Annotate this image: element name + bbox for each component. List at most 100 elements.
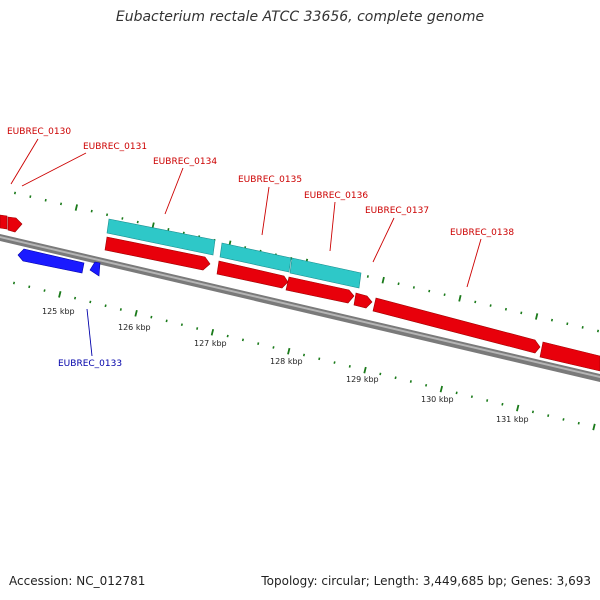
rna-feature[interactable] [219,242,292,273]
minor-tick [119,308,122,311]
minor-tick [394,376,397,380]
minor-tick [409,380,412,383]
minor-tick [520,311,523,315]
minor-tick [44,198,47,202]
minor-tick [531,410,535,414]
minor-tick [577,421,580,425]
gene-label-0131[interactable]: EUBREC_0131 [83,142,147,152]
minor-tick [581,326,584,329]
rna-feature[interactable] [106,218,216,256]
major-tick [287,347,291,355]
minor-tick [302,353,306,357]
minor-tick [486,399,489,402]
ruler-label: 129 kbp [346,375,379,384]
major-tick [58,291,62,298]
cds-feature-0137[interactable] [353,292,373,309]
cds-feature-0130[interactable] [0,214,8,230]
lower-tick-track [12,281,596,431]
minor-tick [366,275,369,278]
gene-label-0135[interactable]: EUBREC_0135 [238,175,302,185]
minor-tick [489,304,492,307]
minor-tick [562,418,565,421]
minor-tick [73,296,77,300]
minor-tick [566,322,569,326]
cds-feature-0139[interactable] [539,341,600,372]
minor-tick [474,300,477,304]
ruler-label: 128 kbp [270,357,303,366]
major-tick [458,294,462,302]
major-tick [381,276,385,284]
minor-tick [470,395,473,399]
major-tick [74,204,78,211]
ruler-label: 127 kbp [194,339,227,348]
ruler-label: 126 kbp [118,323,151,332]
cds-feature-0135[interactable] [216,260,289,289]
cds-feature-0131[interactable] [7,216,23,233]
reverse-cds-track [17,248,101,277]
minor-tick [136,220,139,224]
major-tick [363,366,367,374]
forward-cds-track [0,214,600,372]
minor-tick [333,361,336,364]
cds-feature-0136[interactable] [285,276,355,304]
minor-tick [504,307,508,311]
minor-tick [379,372,382,376]
minor-tick [596,329,600,333]
minor-tick [397,282,400,286]
minor-tick [257,342,260,345]
minor-tick [89,300,92,304]
gene-label-0133[interactable]: EUBREC_0133 [58,359,122,369]
minor-tick [272,346,275,349]
minor-tick [226,334,229,338]
gene-label-0130[interactable]: EUBREC_0130 [7,127,71,137]
minor-tick [150,315,153,319]
accession-text: Accession: NC_012781 [9,574,146,588]
minor-tick [196,327,199,330]
minor-tick [318,357,321,361]
cds-feature-0138[interactable] [372,297,541,354]
ruler-label: 130 kbp [421,395,454,404]
minor-tick [547,414,550,417]
minor-tick [29,195,32,198]
minor-tick [167,227,170,231]
major-tick [439,385,444,393]
major-tick [134,309,138,317]
major-tick [592,423,596,431]
minor-tick [28,285,31,289]
minor-tick [425,383,428,387]
ruler-label: 125 kbp [42,307,75,316]
cds-feature-0134[interactable] [104,236,211,271]
minor-tick [455,391,458,395]
gene-label-0134[interactable]: EUBREC_0134 [153,157,217,167]
major-tick [210,328,215,336]
minor-tick [90,209,93,213]
major-tick [516,404,520,412]
rna-track [106,218,362,289]
cds-feature-0133[interactable] [17,248,85,274]
minor-tick [550,318,554,322]
minor-tick [348,365,351,368]
cds-feature-small-reverse[interactable] [89,261,101,277]
rna-feature[interactable] [289,257,362,289]
minor-tick [428,289,431,293]
gene-label-0137[interactable]: EUBREC_0137 [365,206,429,216]
minor-tick [105,213,109,217]
minor-tick [180,323,183,327]
gene-label-0138[interactable]: EUBREC_0138 [450,228,514,238]
minor-tick [241,338,245,342]
minor-tick [104,304,107,308]
topology-text: Topology: circular; Length: 3,449,685 bp… [261,574,591,588]
minor-tick [412,286,415,289]
gene-label-0136[interactable]: EUBREC_0136 [304,191,368,201]
map-title: Eubacterium rectale ATCC 33656, complete… [115,9,485,25]
minor-tick [121,217,124,220]
ruler-label: 131 kbp [496,415,529,424]
minor-tick [165,319,168,323]
ruler-labels: 125 kbp 126 kbp 127 kbp 128 kbp 129 kbp 130 k… [42,307,529,424]
major-tick [535,313,539,320]
minor-tick [443,293,446,297]
genome-backbone-highlight [0,236,600,378]
minor-tick [13,191,17,195]
minor-tick [501,402,504,406]
